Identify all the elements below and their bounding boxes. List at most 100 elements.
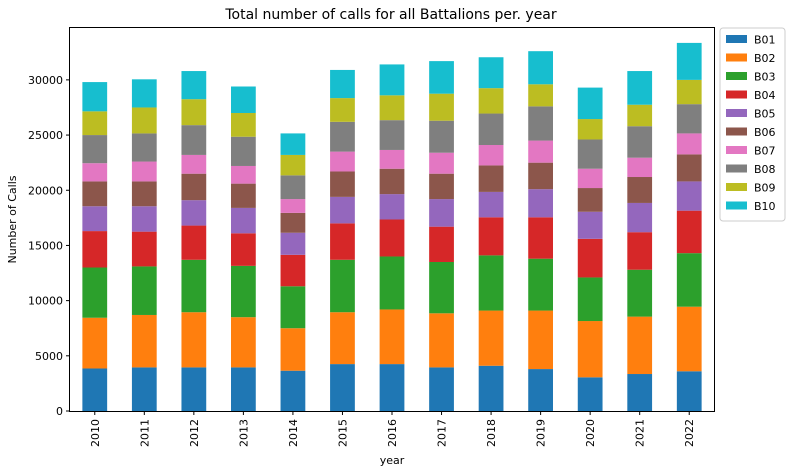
bar-segment-b03-2013 (231, 265, 256, 318)
bar-segment-b02-2014 (280, 328, 306, 371)
bar-segment-b02-2012 (181, 312, 207, 368)
x-tick-label: 2013 (237, 419, 250, 447)
bar-segment-b07-2012 (181, 154, 207, 174)
x-axis: 2010 2011 2012 2013 2014 2015 2016 2017 2018 2019… (89, 411, 696, 447)
bar-segment-b04-2016 (379, 219, 405, 257)
bar-segment-b03-2018 (478, 255, 504, 311)
bar-segment-b10-2014 (280, 133, 306, 155)
bar-segment-b02-2010 (82, 317, 108, 369)
bar-segment-b06-2021 (627, 177, 653, 203)
bar-segment-b07-2016 (379, 149, 405, 169)
bar-segment-b01-2010 (82, 368, 108, 411)
bar-segment-b01-2021 (627, 374, 653, 411)
bar-segment-b01-2018 (478, 365, 504, 411)
x-tick-label: 2021 (634, 419, 647, 447)
bar-segment-b09-2018 (478, 88, 504, 114)
bar-segment-b08-2012 (181, 125, 207, 155)
legend-swatch-b04 (726, 90, 747, 99)
y-axis: 0 5000 10000 15000 20000 25000 30000 (28, 74, 70, 418)
bar-segment-b04-2012 (181, 225, 207, 260)
y-tick-label: 5000 (35, 350, 63, 363)
bars-group (82, 42, 702, 411)
bar-segment-b03-2010 (82, 267, 108, 318)
bar-segment-b08-2016 (379, 120, 405, 150)
legend-swatch-b07 (726, 146, 747, 154)
legend-label-b02: B02 (754, 52, 776, 65)
bar-segment-b06-2018 (478, 165, 504, 192)
bar-segment-b02-2019 (528, 310, 553, 370)
y-tick-label: 20000 (28, 184, 63, 197)
bar-segment-b05-2018 (478, 191, 504, 218)
bar-segment-b09-2012 (181, 99, 207, 126)
bar-segment-b10-2018 (478, 57, 504, 89)
bar-segment-b09-2019 (528, 84, 553, 107)
bar-segment-b06-2019 (528, 162, 553, 190)
bar-segment-b05-2021 (627, 202, 653, 233)
legend-swatch-b09 (726, 183, 747, 191)
bar-segment-b09-2015 (330, 98, 355, 122)
bar-segment-b04-2018 (478, 217, 504, 256)
legend-swatch-b08 (726, 164, 747, 173)
bar-segment-b01-2019 (528, 369, 553, 411)
bar-segment-b08-2018 (478, 113, 504, 145)
bar-segment-b06-2012 (181, 173, 207, 201)
y-tick-label: 15000 (28, 239, 63, 252)
bar-segment-b03-2011 (131, 266, 157, 315)
bar-segment-b03-2015 (330, 259, 355, 313)
bar-segment-b03-2016 (379, 256, 405, 310)
bar-segment-b06-2014 (280, 212, 306, 233)
bar-segment-b02-2022 (676, 306, 702, 372)
bar-segment-b03-2022 (676, 253, 702, 307)
bar-segment-b06-2016 (379, 168, 405, 195)
x-tick-label: 2012 (188, 419, 201, 447)
bar-segment-b06-2022 (676, 154, 702, 182)
legend-label-b10: B10 (754, 200, 776, 213)
bar-segment-b01-2012 (181, 367, 207, 411)
bar-segment-b08-2021 (627, 126, 653, 158)
x-tick-label: 2019 (535, 419, 548, 447)
legend-label-b08: B08 (754, 163, 776, 176)
x-tick-label: 2015 (336, 419, 349, 447)
bar-segment-b08-2015 (330, 121, 355, 152)
bar-segment-b07-2020 (577, 168, 603, 189)
bar-segment-b07-2022 (676, 133, 702, 155)
bar-segment-b01-2015 (330, 364, 355, 411)
bar-segment-b07-2011 (131, 161, 157, 182)
bar-segment-b05-2022 (676, 181, 702, 211)
bar-segment-b10-2020 (577, 87, 603, 120)
bar-segment-b04-2017 (429, 226, 454, 262)
bar-segment-b08-2013 (231, 136, 256, 166)
bar-segment-b07-2019 (528, 140, 553, 163)
x-tick-label: 2016 (386, 419, 399, 447)
bar-segment-b04-2015 (330, 223, 355, 260)
bar-segment-b04-2019 (528, 217, 553, 259)
legend-swatch-b02 (726, 53, 747, 62)
bar-segment-b10-2021 (627, 71, 653, 105)
bar-segment-b07-2013 (231, 165, 256, 184)
legend-label-b03: B03 (754, 71, 776, 84)
bar-segment-b03-2019 (528, 258, 553, 311)
bar-segment-b08-2014 (280, 175, 306, 200)
bar-segment-b07-2021 (627, 157, 653, 178)
bar-segment-b08-2019 (528, 106, 553, 141)
chart-title: Total number of calls for all Battalions… (224, 7, 557, 23)
bar-segment-b08-2022 (676, 104, 702, 134)
bar-segment-b09-2010 (82, 111, 108, 136)
bar-segment-b01-2016 (379, 364, 405, 411)
y-tick-label: 30000 (28, 74, 63, 87)
bar-segment-b08-2010 (82, 135, 108, 164)
bar-segment-b07-2010 (82, 163, 108, 182)
bar-segment-b10-2017 (429, 61, 454, 94)
bar-segment-b01-2014 (280, 370, 306, 411)
bar-segment-b05-2010 (82, 206, 108, 232)
bar-segment-b09-2013 (231, 112, 256, 137)
bar-segment-b03-2021 (627, 269, 653, 317)
bar-segment-b02-2021 (627, 316, 653, 375)
legend-swatch-b06 (726, 127, 747, 136)
x-tick-label: 2011 (138, 419, 151, 447)
bar-segment-b05-2015 (330, 196, 355, 224)
bar-segment-b08-2011 (131, 133, 157, 162)
bar-segment-b09-2016 (379, 95, 405, 121)
bar-segment-b10-2019 (528, 51, 553, 85)
bar-segment-b10-2016 (379, 64, 405, 96)
